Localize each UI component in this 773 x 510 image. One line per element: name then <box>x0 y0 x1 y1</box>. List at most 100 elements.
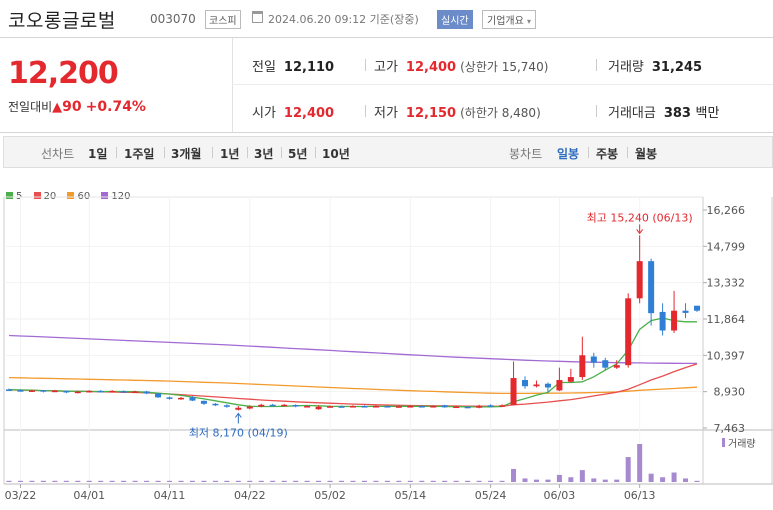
stock-code: 003070 <box>150 12 196 26</box>
company-overview-button[interactable]: 기업개요 ▾ <box>482 10 537 29</box>
divider <box>164 147 165 158</box>
volume-bar <box>556 474 562 482</box>
volume-bar <box>579 470 585 482</box>
volume-bar <box>52 480 58 482</box>
candle-body <box>143 391 150 394</box>
candle-body <box>63 390 70 393</box>
volume-bar <box>339 480 345 482</box>
tab-5y[interactable]: 5년 <box>288 147 308 161</box>
current-price: 12,200 <box>8 56 119 91</box>
calendar-icon <box>252 11 263 23</box>
volume-label: 거래량 <box>728 438 756 450</box>
tab-1d[interactable]: 1일 <box>88 147 108 161</box>
period-tabs: 선차트 1일 1주일 3개월 1년 3년 5년 10년 봉차트 일봉 주봉 월봉 <box>3 136 773 168</box>
candle-body <box>533 384 540 387</box>
volume-bar <box>694 480 700 482</box>
volume-bar <box>511 468 517 482</box>
x-tick-label: 04/11 <box>154 489 186 502</box>
candle-body <box>109 390 116 393</box>
volume-bar <box>235 480 241 482</box>
volume-bar <box>144 480 150 482</box>
y-tick-label: 7,463 <box>714 422 746 435</box>
prev-close: 전일 12,110 <box>252 60 335 75</box>
divider <box>315 147 316 158</box>
max-arrow-head <box>636 229 644 235</box>
divider <box>627 147 628 158</box>
candle-body <box>453 406 460 409</box>
change-label: 전일대비 <box>8 100 53 114</box>
max-annotation: 최고 15,240 (06/13) <box>587 211 693 224</box>
candle-body <box>476 406 483 408</box>
volume-bar <box>212 480 218 482</box>
volume-bar <box>545 479 551 482</box>
candle-body <box>200 400 207 404</box>
candle-body <box>28 390 35 392</box>
change-value: 90 <box>62 99 82 115</box>
volume-bar <box>40 480 46 482</box>
candle-body <box>544 383 551 388</box>
x-tick-label: 04/22 <box>234 489 266 502</box>
candle-body <box>40 390 47 392</box>
candle-body <box>304 406 311 408</box>
volume-bar <box>86 480 92 482</box>
volume-bar <box>648 473 654 482</box>
candle-body <box>590 356 597 363</box>
volume-bar <box>396 480 402 482</box>
tab-3m[interactable]: 3개월 <box>171 147 202 161</box>
tab-weekly[interactable]: 주봉 <box>596 147 619 161</box>
x-tick-label: 06/03 <box>544 489 576 502</box>
candle-body <box>579 355 586 378</box>
volume-bar <box>625 457 631 482</box>
tab-monthly[interactable]: 월봉 <box>635 147 658 161</box>
tab-1w[interactable]: 1주일 <box>124 147 155 161</box>
y-tick-label: 13,332 <box>707 277 746 290</box>
up-triangle-icon: ▲ <box>52 100 63 115</box>
price-summary: 12,200 전일대비▲90 +0.74% 전일 12,110 고가 12,400 (상… <box>0 37 773 133</box>
candlestick-chart: 16,266 14,799 13,332 11,864 10,397 8,930 7,463… <box>3 196 773 502</box>
volume-bar <box>488 480 494 482</box>
candle-body <box>327 406 334 408</box>
tab-3y[interactable]: 3년 <box>254 147 274 161</box>
x-tick-label: 06/13 <box>624 489 656 502</box>
stock-name: 코오롱글로벌 <box>8 10 116 32</box>
x-tick-label: 05/24 <box>475 489 507 502</box>
volume-bar <box>350 480 356 482</box>
candle-body <box>269 404 276 407</box>
change-percent: +0.74% <box>85 99 146 115</box>
volume-bar <box>109 480 115 482</box>
divider <box>596 105 597 117</box>
price-change: 전일대비▲90 +0.74% <box>8 98 146 115</box>
volume-bar <box>361 480 367 482</box>
volume-bar <box>316 480 322 482</box>
legend-swatch <box>101 192 109 199</box>
tab-daily[interactable]: 일봉 <box>557 147 580 161</box>
realtime-badge: 실시간 <box>437 10 473 29</box>
volume-bar <box>499 480 505 482</box>
volume-bar <box>293 480 299 482</box>
candle-body <box>418 406 425 408</box>
y-tick-label: 14,799 <box>707 240 746 253</box>
candle-body <box>189 397 196 401</box>
candle-body <box>625 298 632 366</box>
legend-swatch <box>6 192 13 199</box>
tab-10y[interactable]: 10년 <box>322 147 350 161</box>
candle-body <box>682 310 689 313</box>
x-tick-label: 04/01 <box>73 489 105 502</box>
volume-bar <box>29 480 35 482</box>
volume-bar <box>17 480 23 482</box>
volume-bar <box>465 480 471 482</box>
volume-legend-swatch <box>722 438 725 447</box>
volume-bar <box>63 480 69 482</box>
candle-body <box>648 261 655 314</box>
timestamp: 2024.06.20 09:12 기준(장중) <box>268 13 419 26</box>
candle-body <box>636 261 643 299</box>
candle-body <box>246 406 253 409</box>
legend-swatch <box>33 192 41 199</box>
candle-body <box>659 311 666 331</box>
candle-body <box>464 406 471 409</box>
tab-1y[interactable]: 1년 <box>220 147 240 161</box>
candle-body <box>350 406 356 408</box>
volume-bar <box>155 480 161 482</box>
volume-bar <box>281 480 287 482</box>
high-price: 고가 12,400 (상한가 15,740) <box>374 60 549 75</box>
